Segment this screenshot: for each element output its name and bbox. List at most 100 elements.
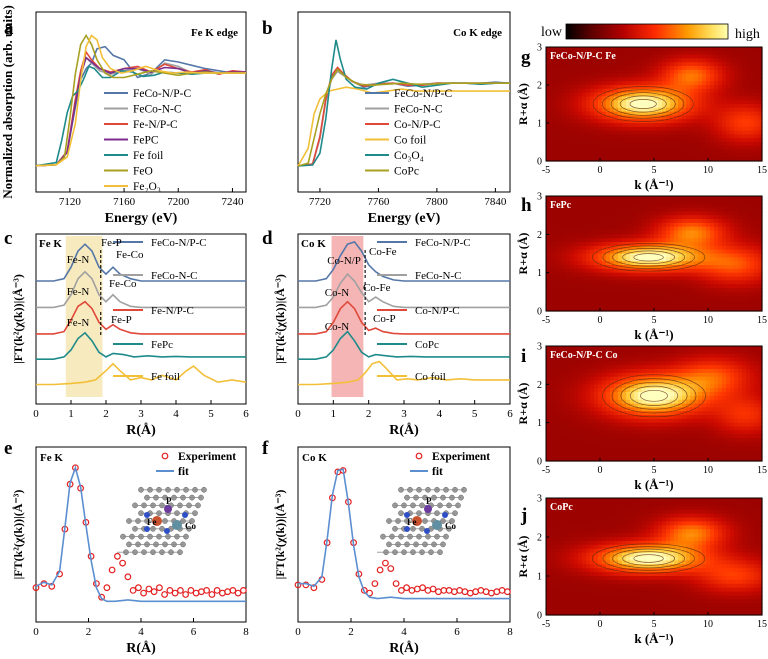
heatmap-cell (686, 395, 691, 401)
panel-e: e0 2 4 6 8R(Å)|FT(k²(χ(k))|(Å⁻³)Fe K Experime… (4, 438, 249, 656)
heatmap-cell (574, 249, 579, 255)
heatmap-cell (602, 272, 607, 278)
heatmap-cell (546, 307, 551, 312)
heatmap-cell (566, 199, 571, 205)
heatmap-cell (622, 361, 627, 366)
heatmap-cell (594, 288, 599, 293)
heatmap-cell (582, 85, 587, 90)
heatmap-cell (750, 119, 755, 124)
heatmap-cell (638, 307, 643, 312)
heatmap-cell (550, 47, 555, 52)
heatmap-cell (674, 219, 679, 224)
heatmap-cell (642, 253, 647, 258)
heatmap-cell (714, 219, 719, 224)
heatmap-cell (710, 295, 715, 301)
heatmap-cell (590, 207, 595, 212)
heatmap-cell (722, 207, 727, 212)
heatmap-cell (606, 130, 611, 135)
heatmap-cell (574, 434, 579, 439)
heatmap-cell (670, 346, 675, 351)
heatmap-cell (610, 126, 615, 132)
heatmap-cell (686, 411, 691, 416)
heatmap-cell (722, 268, 727, 274)
heatmap-cell (678, 58, 683, 63)
heatmap-cell (570, 376, 575, 382)
heatmap-cell (606, 422, 611, 428)
heatmap-cell (558, 207, 563, 212)
heatmap-cell (678, 88, 683, 94)
heatmap-cell (694, 353, 699, 359)
heatmap-cell (754, 215, 759, 220)
heatmap-cell (714, 100, 719, 105)
heatmap-cell (594, 73, 599, 78)
heatmap-cell (646, 434, 651, 439)
heatmap-cell (734, 230, 739, 235)
heatmap-cell (566, 445, 571, 451)
heatmap-cell (566, 426, 571, 431)
heatmap-cell (614, 142, 619, 147)
heatmap-cell (570, 58, 575, 63)
heatmap-cell (658, 149, 663, 154)
heatmap-cell (598, 142, 603, 147)
heatmap-cell (622, 62, 627, 67)
heatmap-cell (734, 157, 739, 162)
heatmap-cell (550, 245, 555, 251)
heatmap-cell (570, 453, 575, 458)
heatmap-cell (726, 272, 731, 278)
heatmap-cell (710, 215, 715, 220)
heatmap-cell (610, 365, 615, 370)
heatmap-cell (638, 361, 643, 366)
heatmap-cell (558, 62, 563, 67)
heatmap-cell (694, 253, 699, 258)
heatmap-cell (566, 249, 571, 255)
heatmap-cell (546, 449, 551, 454)
heatmap-cell (618, 115, 623, 120)
heatmap-cell (598, 415, 603, 420)
heatmap-cell (578, 392, 583, 397)
heatmap-cell (586, 395, 591, 401)
peak-label: Fe-N (67, 317, 90, 329)
heatmap-cell (758, 284, 763, 289)
heatmap-cell (694, 291, 699, 297)
heatmap-cell (654, 47, 659, 52)
heatmap-cell (650, 449, 655, 454)
heatmap-cell (630, 307, 635, 312)
heatmap-cell (638, 434, 643, 439)
heatmap-cell (554, 430, 559, 435)
heatmap-cell (734, 58, 739, 63)
heatmap-cell (578, 449, 583, 454)
heatmap-cell (582, 422, 587, 428)
heatmap-cell (586, 353, 591, 359)
heatmap-cell (698, 100, 703, 105)
heatmap-cell (742, 47, 747, 52)
heatmap-cell (702, 88, 707, 94)
heatmap-cell (650, 291, 655, 297)
heatmap-cell (586, 77, 591, 82)
heatmap-cell (646, 307, 651, 312)
x-tick-label: 0 (295, 626, 301, 638)
heatmap-cell (562, 276, 567, 281)
heatmap-cell (630, 430, 635, 435)
heatmap-cell (566, 284, 571, 289)
plot-frame (35, 11, 247, 193)
heatmap-cell (718, 62, 723, 67)
heatmap-cell (754, 88, 759, 94)
heatmap-cell (718, 222, 723, 228)
heatmap-cell (758, 257, 763, 262)
heatmap-cell (714, 73, 719, 78)
heatmap-cell (602, 380, 607, 385)
heatmap-cell (630, 58, 635, 63)
heatmap-cell (634, 50, 639, 56)
heatmap-cell (666, 457, 671, 462)
heatmap-cell (626, 149, 631, 154)
heatmap-cell (710, 307, 715, 312)
heatmap-cell (682, 211, 687, 216)
heatmap-cell (614, 130, 619, 135)
heatmap-cell (562, 384, 567, 389)
heatmap-cell (610, 100, 615, 105)
heatmap-cell (746, 272, 751, 278)
heatmap-cell (638, 238, 643, 243)
heatmap-cell (674, 54, 679, 59)
heatmap-cell (722, 284, 727, 289)
heatmap-cell (574, 107, 579, 113)
